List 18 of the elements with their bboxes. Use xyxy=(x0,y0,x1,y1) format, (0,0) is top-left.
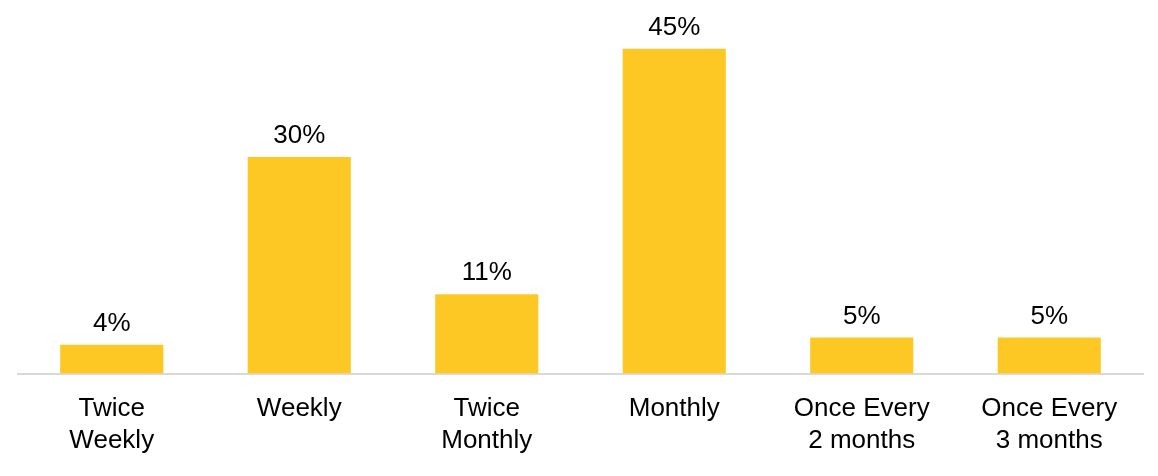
data-label: 4% xyxy=(92,306,131,337)
data-label: 5% xyxy=(842,299,881,330)
bar xyxy=(60,344,164,374)
data-label: 30% xyxy=(273,119,326,150)
data-label: 11% xyxy=(461,256,512,287)
x-tick-label: Monthly xyxy=(628,392,720,423)
bar xyxy=(810,337,914,374)
x-tick-label: Twice Weekly xyxy=(69,392,155,454)
x-tick-label: Weekly xyxy=(256,392,342,423)
data-label: 45% xyxy=(648,10,701,41)
bar xyxy=(435,294,539,374)
bar xyxy=(622,48,726,374)
x-tick-label: Once Every 2 months xyxy=(793,392,930,454)
bar xyxy=(247,157,351,374)
x-tick-label: Twice Monthly xyxy=(441,392,533,454)
bar xyxy=(997,337,1101,374)
data-label: 5% xyxy=(1030,299,1069,330)
x-tick-label: Once Every 3 months xyxy=(981,392,1118,454)
